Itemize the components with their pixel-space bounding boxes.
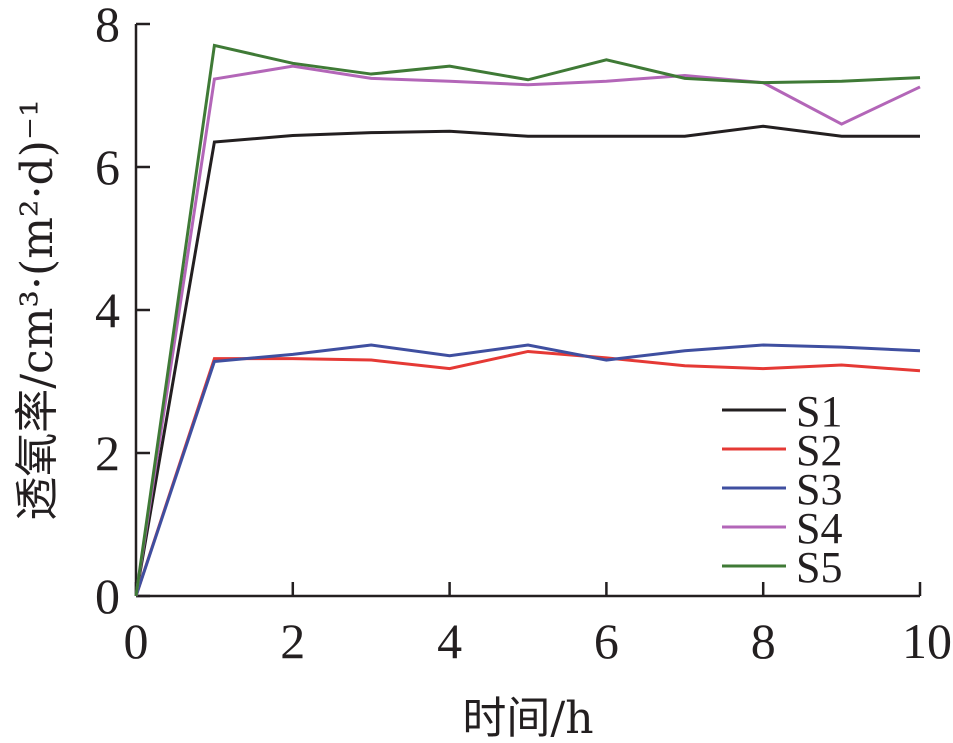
x-tick-label: 6 [594, 613, 619, 669]
legend-label-s3: S3 [796, 465, 842, 514]
y-tick-label: 0 [95, 568, 120, 624]
y-axis-title: 透氧率/cm³·(m²·d)⁻¹ [12, 99, 63, 521]
y-tick-label: 8 [95, 0, 120, 52]
x-tick-label: 8 [751, 613, 776, 669]
series-line-s3 [134, 343, 921, 597]
series-line-s2 [134, 349, 921, 597]
x-tick-label: 10 [902, 613, 952, 669]
x-tick-label: 0 [124, 613, 149, 669]
series-line-s1 [134, 124, 920, 597]
x-axis-title: 时间/h [462, 693, 593, 743]
series-layer [134, 43, 921, 597]
legend-label-s5: S5 [796, 543, 842, 592]
legend-label-s1: S1 [796, 387, 842, 436]
legend-label-s4: S4 [796, 504, 842, 553]
y-tick-label: 2 [95, 425, 120, 481]
axes: 0 2 4 6 8 0 2 4 6 8 10 [95, 0, 952, 669]
y-tick-label: 4 [95, 282, 120, 338]
legend-label-s2: S2 [796, 426, 842, 475]
series-line-s4 [134, 64, 921, 597]
x-tick-label: 4 [437, 613, 462, 669]
series-line-s5 [134, 43, 921, 597]
x-tick-label: 2 [280, 613, 305, 669]
y-tick-label: 6 [95, 139, 120, 195]
